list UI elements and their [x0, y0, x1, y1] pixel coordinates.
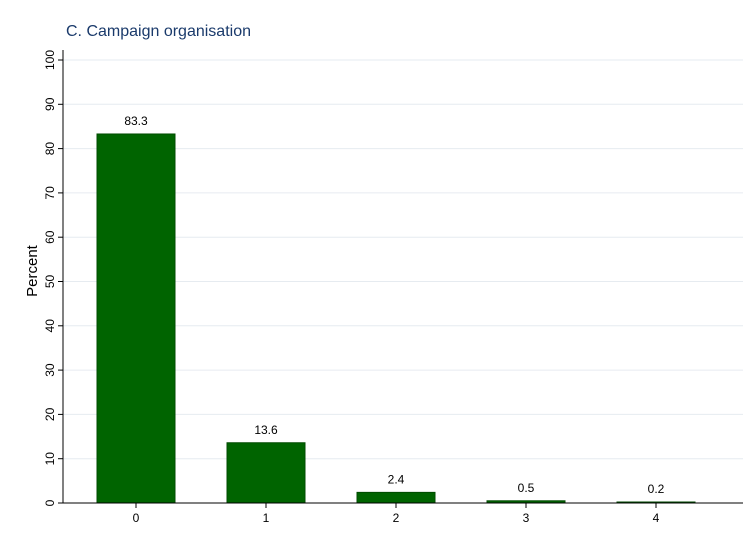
x-tick-label: 3 — [523, 511, 530, 525]
y-tick-label: 40 — [43, 319, 57, 333]
y-tick-label: 80 — [43, 142, 57, 156]
gridlines — [63, 59, 743, 460]
bar-2 — [356, 491, 436, 504]
y-tick-label: 100 — [43, 50, 57, 70]
bar-1 — [226, 442, 306, 504]
x-tick-label: 2 — [393, 511, 400, 525]
y-tick-label: 30 — [43, 363, 57, 377]
data-labels: 83.3 13.6 2.4 0.5 0.2 — [124, 114, 664, 496]
y-tick-label: 10 — [43, 452, 57, 466]
y-axis-label: Percent — [24, 244, 41, 297]
data-label-3: 0.5 — [518, 481, 535, 495]
data-label-0: 83.3 — [124, 114, 148, 128]
data-label-1: 13.6 — [254, 423, 278, 437]
y-tick-label: 60 — [43, 230, 57, 244]
bar-0 — [96, 133, 176, 504]
y-tick-label: 50 — [43, 275, 57, 289]
x-tick-label: 0 — [133, 511, 140, 525]
x-tick-label: 1 — [263, 511, 270, 525]
axes: 0 10 20 30 40 50 60 70 80 90 100 0 1 2 3 4 — [43, 50, 743, 525]
chart-title: C. Campaign organisation — [66, 23, 251, 40]
y-tick-label: 20 — [43, 407, 57, 421]
y-tick-label: 0 — [43, 499, 57, 506]
y-tick-label: 70 — [43, 186, 57, 200]
x-tick-label: 4 — [653, 511, 660, 525]
data-label-4: 0.2 — [648, 482, 665, 496]
bars — [96, 133, 696, 504]
y-tick-label: 90 — [43, 97, 57, 111]
data-label-2: 2.4 — [388, 472, 405, 486]
